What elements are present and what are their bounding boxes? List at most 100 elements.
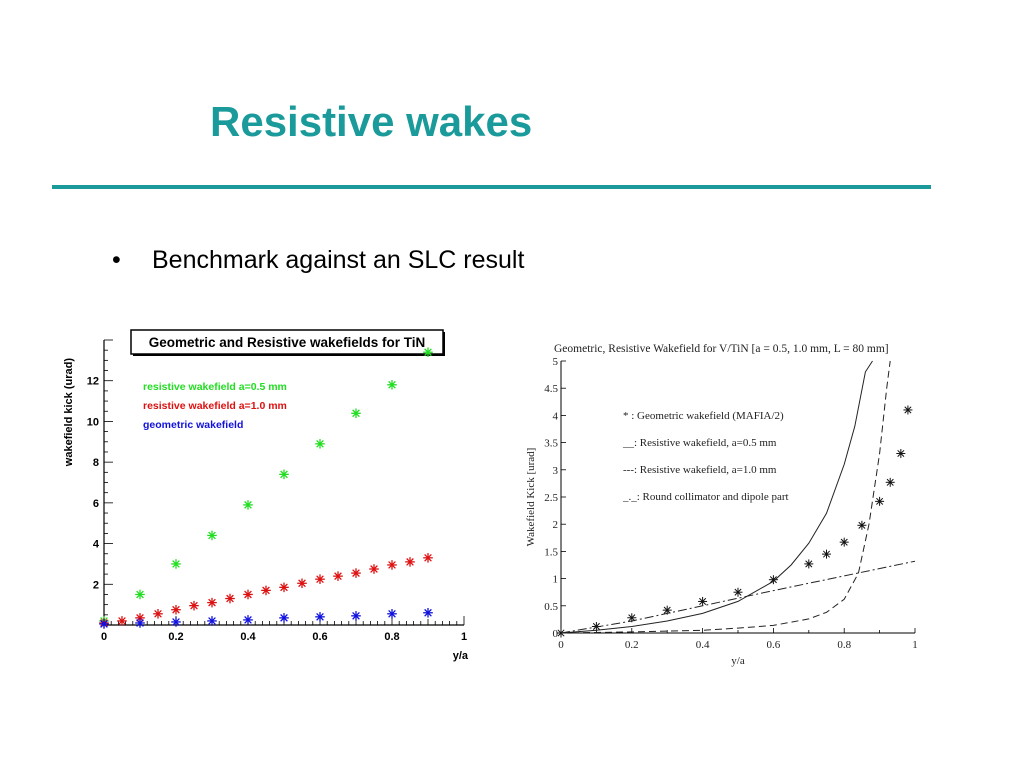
- data-point: [315, 574, 325, 584]
- marker-stroke: [226, 594, 234, 603]
- data-point: [315, 439, 325, 449]
- data-point: [387, 560, 397, 570]
- marker-stroke: [136, 590, 144, 599]
- x-axis-label: y/a: [453, 650, 469, 662]
- x-tick-label: 0.4: [240, 631, 256, 643]
- x-tick-label: 0.8: [384, 631, 399, 643]
- data-point: [135, 618, 145, 628]
- legend-entry: * : Geometric wakefield (MAFIA/2): [623, 410, 784, 422]
- data-point: [387, 379, 397, 390]
- marker-stroke: [172, 618, 180, 626]
- data-point: [315, 612, 325, 622]
- y-tick-label: 4: [93, 539, 100, 551]
- data-point: [279, 613, 289, 623]
- data-point: [733, 587, 743, 597]
- data-point: [768, 575, 778, 585]
- marker-stroke: [118, 617, 126, 625]
- data-point: [243, 615, 253, 625]
- data-point: [243, 500, 253, 510]
- x-tick-label: 0.8: [837, 639, 851, 651]
- marker-stroke: [592, 622, 600, 631]
- marker-stroke: [154, 609, 162, 618]
- data-point: [423, 553, 433, 563]
- x-tick-label: 0.2: [168, 631, 183, 643]
- x-tick-label: 0: [558, 639, 564, 651]
- x-tick-label: 0.2: [625, 639, 639, 651]
- y-tick-label: 12: [87, 376, 99, 388]
- legend-entry: ---: Resistive wakefield, a=1.0 mm: [623, 464, 777, 476]
- right-chart: Geometric, Resistive Wakefield for V/TiN…: [525, 343, 918, 667]
- bullet-item: • Benchmark against an SLC result: [112, 246, 524, 275]
- marker-stroke: [699, 597, 707, 605]
- y-tick-label: 5: [553, 356, 559, 368]
- marker-stroke: [280, 614, 288, 622]
- data-point: [822, 549, 831, 559]
- marker-stroke: [136, 619, 144, 627]
- marker-stroke: [904, 406, 912, 414]
- series-line: [560, 360, 891, 634]
- series-line: [560, 560, 916, 634]
- chart-title: Geometric and Resistive wakefields for T…: [149, 335, 426, 350]
- marker-stroke: [370, 565, 378, 573]
- marker-stroke: [388, 561, 396, 569]
- y-tick-label: 2: [93, 579, 99, 591]
- data-point: [99, 619, 109, 629]
- y-tick-label: 8: [93, 457, 99, 469]
- marker-stroke: [886, 478, 894, 486]
- x-tick-label: 0.6: [767, 639, 781, 651]
- data-point: [351, 408, 361, 419]
- series-line: [560, 360, 873, 634]
- data-point: [279, 582, 289, 593]
- data-point: [387, 609, 397, 619]
- marker-stroke: [298, 579, 306, 588]
- data-point: [207, 530, 217, 541]
- y-axis-label: wakefield kick (urad): [63, 358, 75, 468]
- y-tick-label: 2: [553, 519, 559, 531]
- marker-stroke: [208, 598, 216, 607]
- marker-stroke: [280, 583, 288, 592]
- marker-stroke: [352, 569, 360, 577]
- data-point: [885, 477, 895, 487]
- marker-stroke: [280, 470, 288, 479]
- marker-stroke: [244, 501, 252, 509]
- data-point: [207, 597, 217, 608]
- marker-stroke: [172, 605, 180, 614]
- data-point: [896, 448, 906, 458]
- data-point: [662, 605, 672, 615]
- y-tick-label: 1.5: [544, 546, 558, 558]
- marker-stroke: [334, 572, 342, 580]
- data-point: [903, 405, 913, 415]
- data-point: [423, 347, 433, 358]
- marker-stroke: [858, 521, 866, 529]
- legend-entry: geometric wakefield: [143, 419, 243, 431]
- data-point: [171, 604, 181, 615]
- title-divider: [52, 185, 931, 189]
- marker-stroke: [190, 601, 198, 610]
- marker-stroke: [316, 575, 324, 584]
- data-point: [875, 496, 885, 506]
- data-point: [351, 568, 361, 578]
- marker-stroke: [100, 620, 108, 628]
- bullet-text: Benchmark against an SLC result: [152, 246, 525, 274]
- data-point: [207, 616, 217, 626]
- marker-stroke: [352, 409, 360, 418]
- y-tick-label: 0.5: [544, 601, 558, 613]
- bullet-dot: •: [112, 246, 121, 274]
- data-point: [405, 557, 415, 567]
- legend-entry: __: Resistive wakefield, a=0.5 mm: [622, 437, 777, 449]
- x-tick-label: 0.4: [696, 639, 710, 651]
- x-axis-label: y/a: [731, 655, 745, 667]
- data-point: [225, 593, 235, 604]
- data-point: [171, 617, 181, 627]
- data-point: [698, 596, 708, 606]
- marker-stroke: [769, 576, 777, 584]
- data-point: [171, 559, 181, 569]
- y-tick-label: 10: [87, 416, 99, 428]
- marker-stroke: [316, 439, 324, 448]
- marker-stroke: [663, 606, 671, 614]
- marker-stroke: [876, 497, 884, 505]
- marker-stroke: [388, 380, 396, 389]
- data-point: [857, 520, 867, 530]
- y-tick-label: 2.5: [544, 492, 558, 504]
- marker-stroke: [244, 616, 252, 624]
